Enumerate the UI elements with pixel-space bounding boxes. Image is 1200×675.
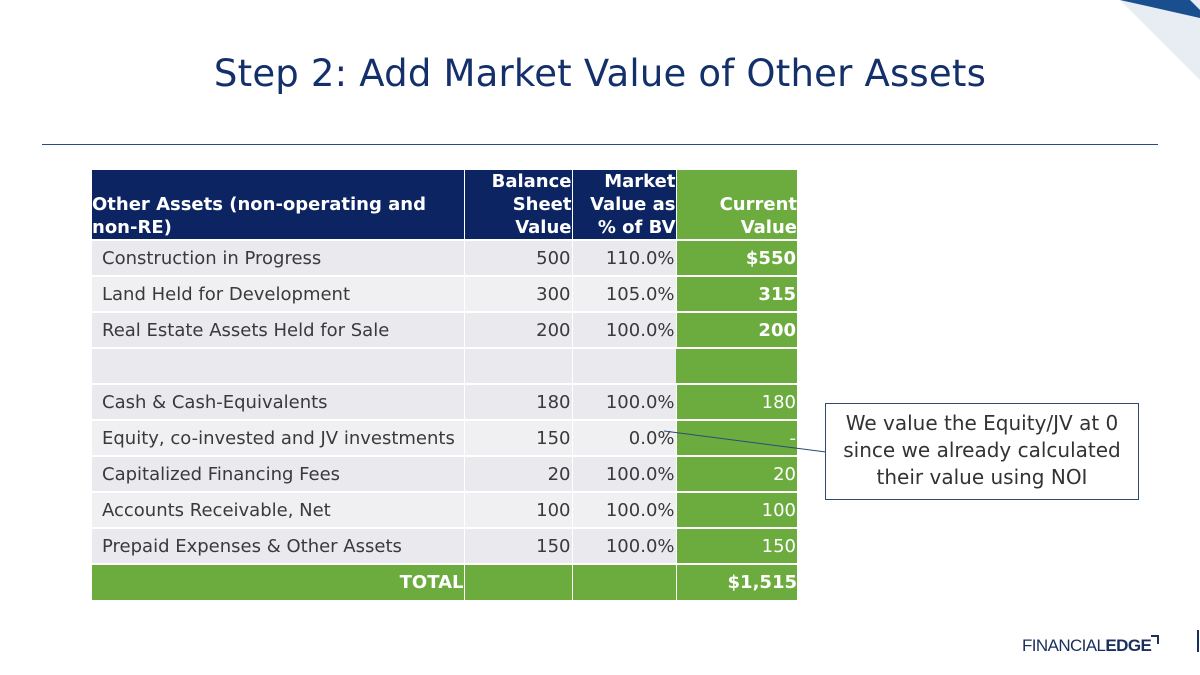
- row-current-value: 315: [675, 275, 797, 312]
- header-other-assets: Other Assets (non-operating and non-RE): [92, 170, 464, 240]
- row-current-value: 200: [675, 311, 797, 348]
- row-market-value-pct: 100.0%: [571, 527, 676, 564]
- row-current-value: $550: [675, 239, 797, 276]
- row-balance-sheet-value: 20: [463, 455, 572, 492]
- row-balance-sheet-value: 500: [463, 239, 572, 276]
- row-label: Prepaid Expenses & Other Assets: [92, 527, 464, 564]
- other-assets-table: Other Assets (non-operating and non-RE) …: [92, 170, 797, 600]
- header-balance-sheet-value: Balance Sheet Value: [463, 170, 572, 240]
- row-label: Real Estate Assets Held for Sale: [92, 311, 464, 348]
- row-market-value-pct: 105.0%: [571, 275, 676, 312]
- row-market-value-pct: 100.0%: [571, 491, 676, 528]
- slide-title: Step 2: Add Market Value of Other Assets: [213, 52, 987, 95]
- row-market-value-pct: 100.0%: [571, 455, 676, 492]
- row-current-value: 180: [675, 383, 797, 420]
- row-current-value: 20: [675, 455, 797, 492]
- row-label: Capitalized Financing Fees: [92, 455, 464, 492]
- row-balance-sheet-value: 150: [463, 419, 572, 456]
- row-market-value-pct: 100.0%: [571, 383, 676, 420]
- table-row: Equity, co-invested and JV investments 1…: [92, 419, 797, 456]
- table-header-row: Other Assets (non-operating and non-RE) …: [92, 170, 797, 240]
- table-row: Prepaid Expenses & Other Assets 150 100.…: [92, 527, 797, 564]
- financial-edge-logo: FINANCIALEDGE: [1022, 635, 1160, 656]
- edge-bar: [1197, 630, 1199, 652]
- total-row: TOTAL $1,515: [92, 563, 797, 600]
- row-label: Construction in Progress: [92, 239, 464, 276]
- row-label: Equity, co-invested and JV investments: [92, 419, 464, 456]
- title-divider: [42, 144, 1158, 145]
- table-row: Real Estate Assets Held for Sale 200 100…: [92, 311, 797, 348]
- row-balance-sheet-value: 200: [463, 311, 572, 348]
- row-market-value-pct: 0.0%: [571, 419, 676, 456]
- table-row: Accounts Receivable, Net 100 100.0% 100: [92, 491, 797, 528]
- table-row: Capitalized Financing Fees 20 100.0% 20: [92, 455, 797, 492]
- spacer-row: [92, 347, 797, 384]
- row-label: Land Held for Development: [92, 275, 464, 312]
- row-label: Cash & Cash-Equivalents: [92, 383, 464, 420]
- total-label: TOTAL: [92, 563, 464, 600]
- row-current-value: 100: [675, 491, 797, 528]
- row-market-value-pct: 110.0%: [571, 239, 676, 276]
- row-current-value: -: [675, 419, 797, 456]
- total-current-value: $1,515: [675, 563, 797, 600]
- row-balance-sheet-value: 180: [463, 383, 572, 420]
- logo-text-financial: FINANCIAL: [1022, 636, 1106, 655]
- table-row: Construction in Progress 500 110.0% $550: [92, 239, 797, 276]
- header-current-value: Current Value: [675, 170, 797, 240]
- header-market-value-pct: Market Value as % of BV: [571, 170, 676, 240]
- logo-text-edge: EDGE: [1105, 636, 1152, 655]
- row-balance-sheet-value: 300: [463, 275, 572, 312]
- corner-decoration: [1120, 0, 1200, 80]
- row-market-value-pct: 100.0%: [571, 311, 676, 348]
- row-balance-sheet-value: 150: [463, 527, 572, 564]
- row-balance-sheet-value: 100: [463, 491, 572, 528]
- row-label: Accounts Receivable, Net: [92, 491, 464, 528]
- row-current-value: 150: [675, 527, 797, 564]
- table-row: Land Held for Development 300 105.0% 315: [92, 275, 797, 312]
- table-row: Cash & Cash-Equivalents 180 100.0% 180: [92, 383, 797, 420]
- logo-corner-mark-icon: [1151, 635, 1160, 644]
- callout-note: We value the Equity/JV at 0 since we alr…: [825, 403, 1139, 500]
